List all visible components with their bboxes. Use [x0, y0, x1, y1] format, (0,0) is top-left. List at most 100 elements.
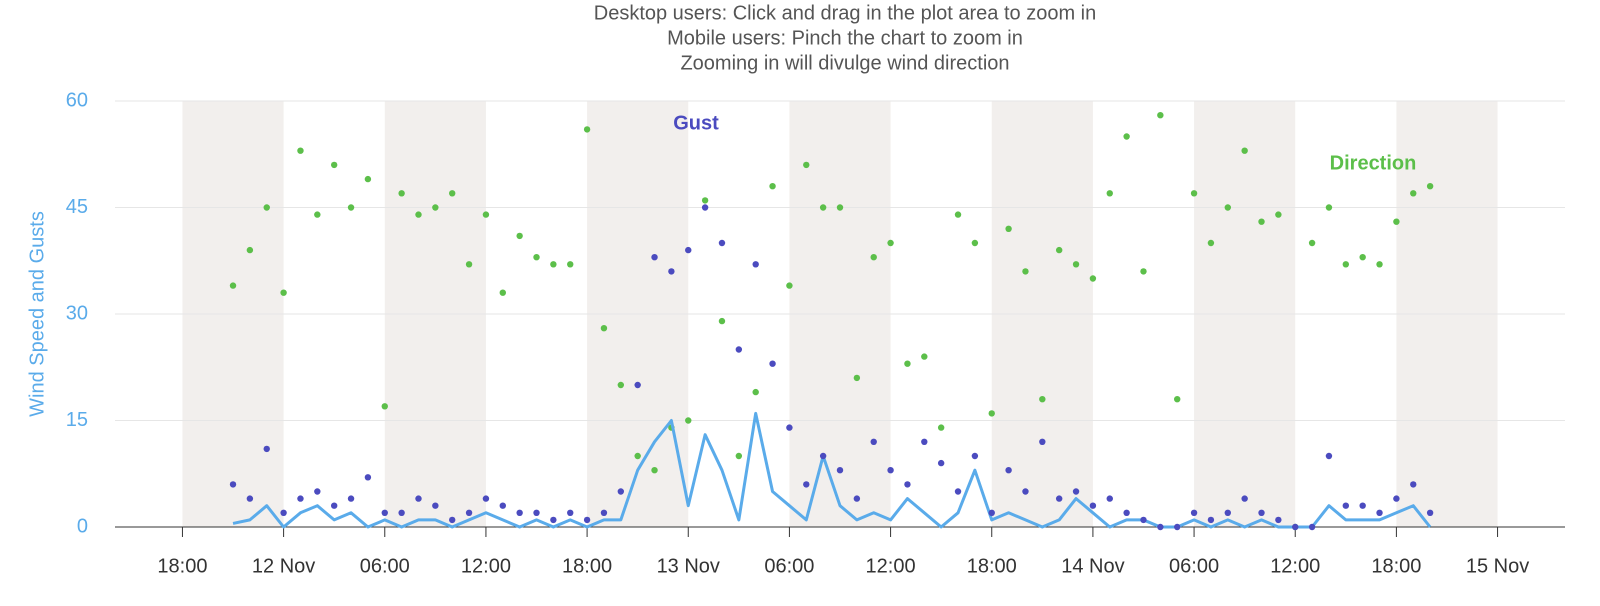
point	[246, 246, 254, 254]
point	[786, 282, 793, 289]
point	[904, 360, 911, 367]
point	[1123, 509, 1130, 516]
point	[1005, 467, 1012, 474]
point	[583, 126, 591, 133]
point	[1359, 254, 1366, 261]
point	[1140, 516, 1147, 524]
x-tick-label: 12:00	[866, 555, 916, 577]
point	[600, 509, 608, 516]
x-tick-label: 12 Nov	[252, 555, 315, 577]
point	[314, 211, 321, 218]
point	[937, 459, 945, 467]
point	[1342, 502, 1350, 509]
point	[297, 495, 304, 502]
point	[550, 516, 557, 524]
point	[364, 175, 372, 183]
point	[819, 204, 827, 211]
point	[735, 452, 743, 460]
point	[280, 289, 287, 296]
point	[904, 481, 911, 488]
point	[567, 261, 574, 268]
point	[870, 438, 877, 445]
point	[634, 381, 641, 389]
x-tick-label: 13 Nov	[657, 555, 720, 577]
point	[314, 488, 321, 495]
point	[1190, 509, 1198, 516]
point	[533, 509, 540, 516]
chart-subtitle: Mobile users: Pinch the chart to zoom in	[667, 27, 1023, 49]
annotation: Direction	[1330, 152, 1417, 174]
point	[1039, 438, 1046, 445]
point	[347, 204, 355, 211]
point	[499, 289, 506, 296]
point	[718, 317, 726, 325]
point	[1376, 509, 1383, 516]
point	[1072, 488, 1080, 495]
point	[1275, 516, 1282, 524]
point	[1005, 225, 1012, 232]
point	[465, 261, 473, 268]
point	[718, 239, 726, 247]
point	[1089, 502, 1097, 509]
x-tick-label: 15 Nov	[1466, 555, 1529, 577]
point	[1258, 509, 1265, 516]
point	[1055, 246, 1063, 254]
x-tick-label: 12:00	[461, 555, 511, 577]
point	[1376, 261, 1383, 268]
point	[1190, 190, 1198, 197]
point	[634, 452, 641, 460]
point	[1207, 239, 1215, 247]
point	[685, 246, 692, 254]
point	[1308, 239, 1316, 247]
point	[1393, 495, 1400, 502]
point	[449, 516, 456, 524]
x-tick-label: 18:00	[157, 555, 207, 577]
point	[482, 211, 490, 218]
point	[449, 190, 456, 197]
point	[954, 488, 962, 495]
speed-line	[232, 411, 1432, 529]
point	[819, 452, 827, 460]
point	[280, 509, 287, 516]
point	[347, 495, 355, 502]
x-tick-label: 06:00	[1169, 555, 1219, 577]
point	[651, 467, 658, 474]
point	[1157, 112, 1164, 119]
point	[735, 346, 743, 353]
point	[803, 161, 810, 169]
point	[381, 509, 388, 516]
point	[1106, 190, 1113, 197]
point	[465, 509, 473, 516]
point	[516, 232, 523, 240]
point	[769, 183, 776, 190]
point	[1325, 452, 1333, 460]
point	[651, 254, 658, 261]
point	[1207, 516, 1215, 524]
point	[1022, 268, 1029, 275]
x-tick-label: 06:00	[360, 555, 410, 577]
point	[1241, 495, 1248, 502]
point	[1426, 509, 1434, 516]
point	[263, 445, 270, 453]
point	[229, 282, 237, 289]
point	[415, 495, 422, 502]
point	[432, 502, 439, 509]
point	[1308, 523, 1316, 531]
point	[836, 204, 844, 211]
chart-subtitle: Zooming in will divulge wind direction	[680, 52, 1009, 74]
point	[1089, 275, 1097, 282]
point	[971, 452, 979, 460]
point	[921, 353, 928, 360]
point	[229, 481, 237, 488]
y-axis-label: Wind Speed and Gusts	[26, 211, 48, 417]
y-tick-label: 60	[66, 89, 88, 111]
point	[482, 495, 490, 502]
point	[701, 197, 709, 204]
point	[1055, 495, 1063, 502]
point	[803, 481, 810, 488]
point	[415, 211, 422, 218]
point	[1072, 261, 1080, 268]
point	[567, 509, 574, 516]
point	[870, 254, 877, 261]
point	[246, 495, 254, 502]
